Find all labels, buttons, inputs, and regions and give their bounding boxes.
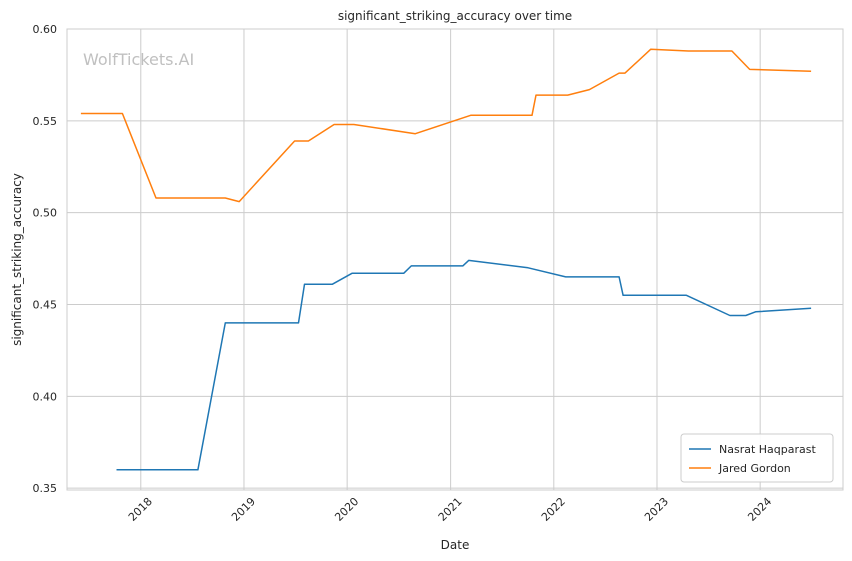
legend-box [680,433,834,483]
series-line [80,48,812,203]
watermark-text: WolfTickets.AI [83,50,194,69]
y-tick-label: 0.50 [33,207,58,220]
plot-frame [66,28,844,491]
y-tick-label: 0.45 [33,298,58,311]
x-tick-label: 2024 [745,495,774,524]
x-tick-labels: 2018 2019 2020 2021 2022 2023 2024 [126,495,774,524]
series-line [116,259,812,471]
legend-label: Nasrat Haqparast [719,443,816,456]
y-tick-label: 0.60 [33,23,58,36]
x-tick-label: 2023 [642,495,671,524]
y-tick-label: 0.35 [33,482,58,495]
legend-label: Jared Gordon [718,462,791,475]
y-tick-label: 0.55 [33,115,58,128]
x-axis-label: Date [441,538,470,552]
x-tick-label: 2020 [332,495,361,524]
x-tick-label: 2018 [126,495,155,524]
y-tick-label: 0.40 [33,390,58,403]
chart-title: significant_striking_accuracy over time [338,9,572,23]
series-lines [80,48,812,471]
x-tick-label: 2019 [229,495,258,524]
x-tick-label: 2022 [539,495,568,524]
y-axis-label: significant_striking_accuracy [10,173,24,346]
y-tick-labels: 0.35 0.40 0.45 0.50 0.55 0.60 [33,23,58,495]
legend: Nasrat Haqparast Jared Gordon [680,433,834,483]
x-tick-label: 2021 [436,495,465,524]
grid [67,28,843,490]
